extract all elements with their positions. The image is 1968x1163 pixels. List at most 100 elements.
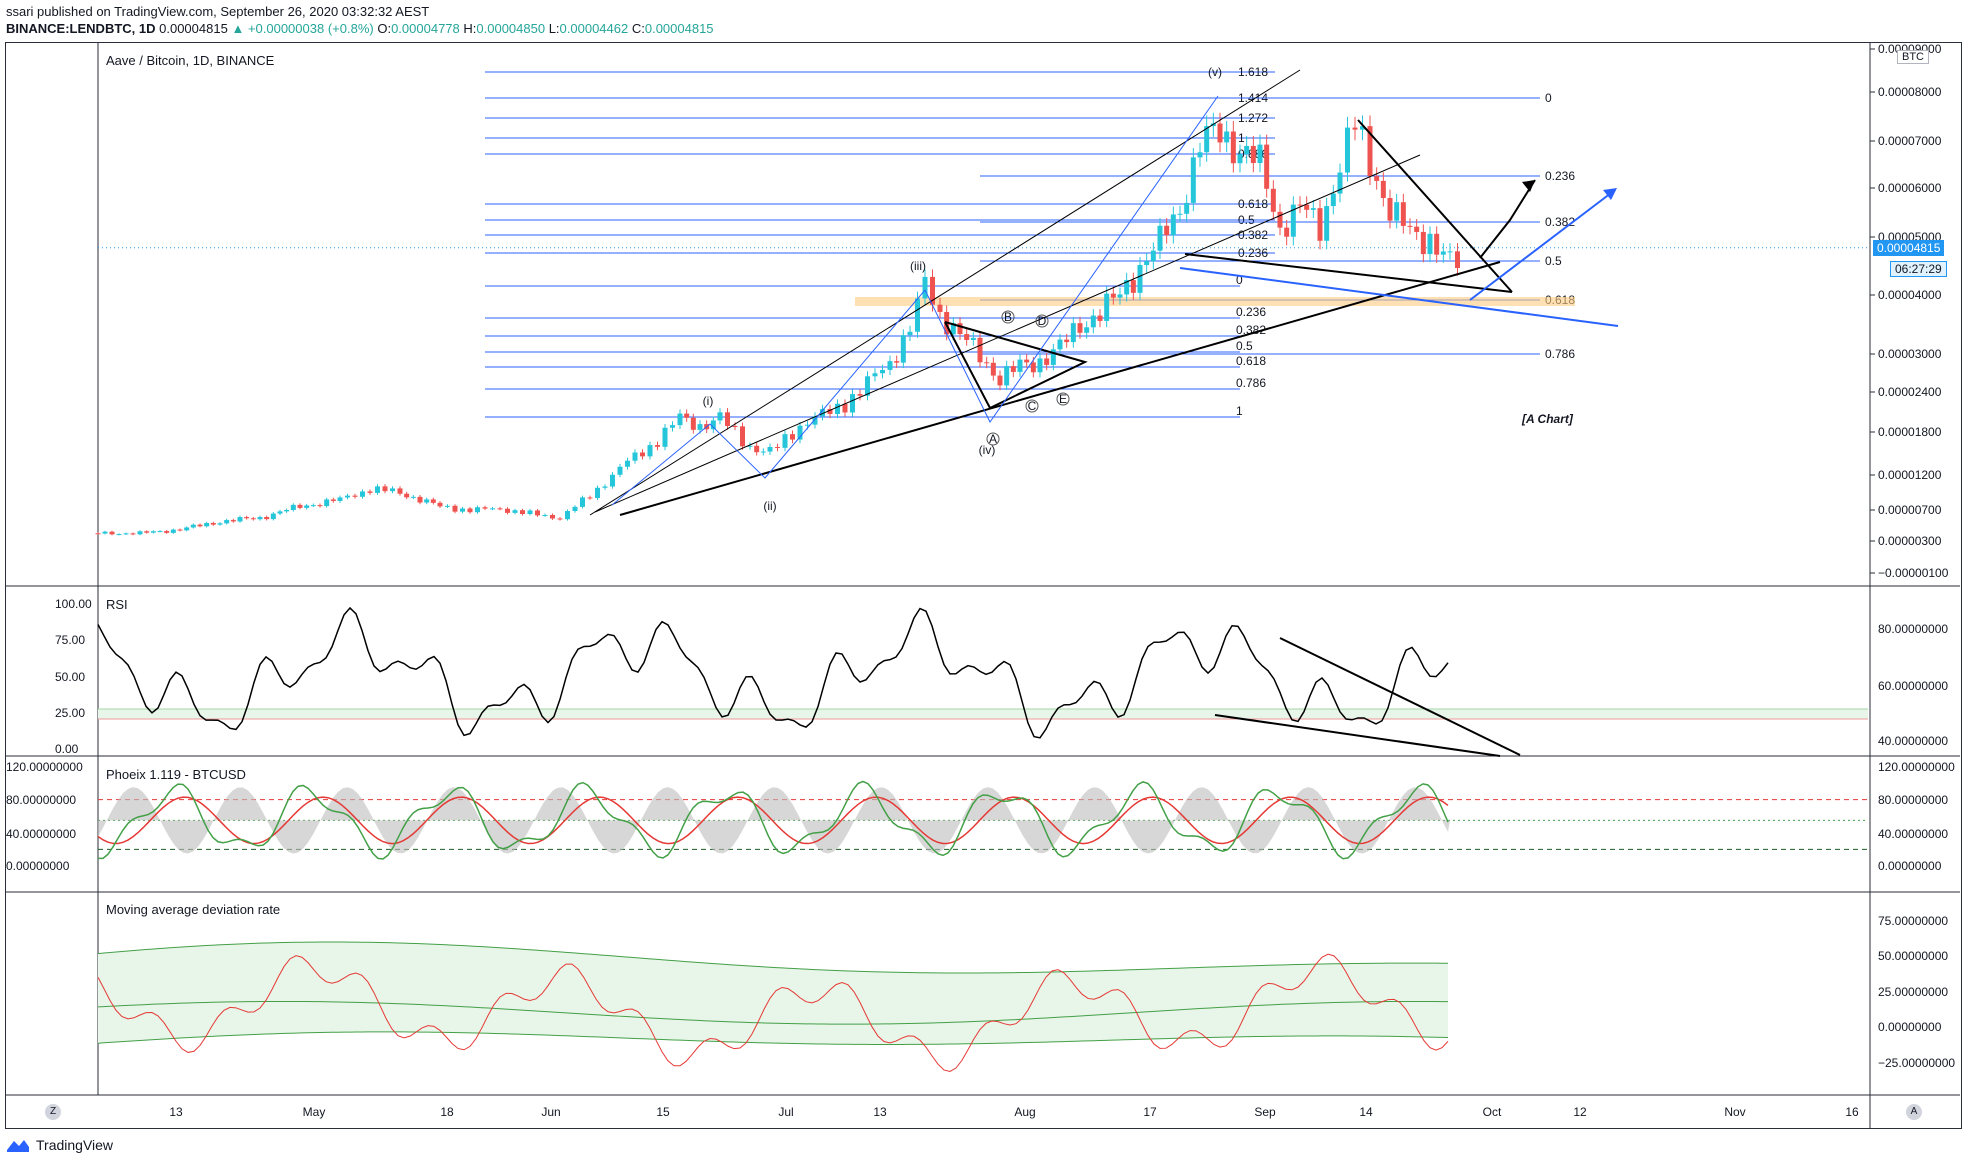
candle-body xyxy=(390,488,395,492)
candle-body xyxy=(497,508,503,510)
candle-body xyxy=(95,533,101,535)
candle-body xyxy=(767,446,773,452)
triangle-point-label: D xyxy=(1038,314,1047,328)
candle-body xyxy=(452,505,458,512)
phoenix-left-axis-label: 40.00000000 xyxy=(6,827,76,841)
annotation-label: [A Chart] xyxy=(1521,412,1574,426)
candle-body xyxy=(170,529,176,533)
wave-label: (iv) xyxy=(979,443,996,457)
candle-body xyxy=(204,522,210,527)
candle-body xyxy=(1250,145,1256,164)
tradingview-footer: TradingView xyxy=(6,1137,113,1153)
low-label: L: xyxy=(548,21,560,36)
triangle-point-circle xyxy=(986,432,1000,446)
mad-mid-band xyxy=(97,1000,1449,1025)
mad-upper-band xyxy=(97,941,1449,974)
rising-support-line xyxy=(619,261,1501,516)
candle-body xyxy=(915,298,920,332)
arrowhead-black xyxy=(1522,180,1535,192)
candle-body xyxy=(1317,208,1323,241)
candle-body xyxy=(237,517,243,522)
candle-body xyxy=(542,514,548,516)
symbol-ohlc-line: BINANCE:LENDBTC, 1D 0.00004815 ▲ +0.0000… xyxy=(6,21,714,36)
zoom-button[interactable]: Z xyxy=(45,1104,61,1120)
candle-body xyxy=(595,487,600,499)
candle-body xyxy=(1084,327,1090,333)
candle-body xyxy=(1224,131,1230,143)
candle-body xyxy=(580,497,585,507)
price-axis-label: 0.00003000 xyxy=(1878,347,1942,361)
candle-body xyxy=(244,517,250,519)
candle-body xyxy=(710,420,716,430)
phoenix-area xyxy=(98,787,1450,854)
currency-badge[interactable]: BTC xyxy=(1897,50,1929,64)
candle-body xyxy=(1352,127,1358,130)
candle-body xyxy=(1440,251,1446,255)
fib-label-top: 0.618 xyxy=(1238,197,1268,211)
candle-body xyxy=(352,495,358,497)
wave-label: (iii) xyxy=(910,259,926,273)
candle-body xyxy=(210,522,216,525)
candle-body xyxy=(1324,206,1330,241)
candle-body xyxy=(1310,208,1316,210)
candle-body xyxy=(857,394,863,396)
candle-body xyxy=(930,276,935,305)
price-axis-label: 0.00002400 xyxy=(1878,385,1942,399)
candle-body xyxy=(670,425,675,428)
candle-body xyxy=(190,524,196,528)
candle-body xyxy=(404,493,410,498)
candle-body xyxy=(625,460,630,467)
phoenix-right-axis-label: 0.00000000 xyxy=(1878,859,1942,873)
fib-label-right: 0.236 xyxy=(1545,169,1575,183)
fib-label-right: 0.5 xyxy=(1545,254,1562,268)
candle-body xyxy=(984,362,990,364)
candle-body xyxy=(1090,315,1096,328)
candle-body xyxy=(805,424,810,426)
phoenix-pane-title: Phoeix 1.119 - BTCUSD xyxy=(106,767,246,782)
candle-body xyxy=(880,369,885,374)
candle-body xyxy=(1434,233,1440,255)
candle-body xyxy=(230,520,236,522)
candles-group xyxy=(95,112,1460,536)
rsi-right-axis-label: 40.00000000 xyxy=(1878,734,1948,748)
low-value: 0.00004462 xyxy=(559,21,629,36)
triangle-point-circle xyxy=(1056,392,1070,406)
candle-body xyxy=(1004,366,1010,386)
candle-body xyxy=(297,504,303,508)
candle-body xyxy=(123,533,129,535)
candle-body xyxy=(872,373,878,377)
candle-body xyxy=(375,486,380,493)
triangle-point-label: E xyxy=(1059,392,1067,406)
fib-label-left: 0.786 xyxy=(1236,376,1266,390)
candle-body xyxy=(1204,126,1210,153)
candle-body xyxy=(647,445,653,457)
close-value: 0.00004815 xyxy=(644,21,714,36)
candle-body xyxy=(1190,157,1196,203)
phoenix-right-axis-label: 120.00000000 xyxy=(1878,760,1955,774)
auto-scale-button[interactable]: A xyxy=(1906,1104,1922,1120)
candle-body xyxy=(790,434,795,440)
candle-body xyxy=(116,534,122,536)
candle-body xyxy=(990,362,996,376)
publisher-line: ssari published on TradingView.com, Sept… xyxy=(6,4,430,19)
wave-zigzag xyxy=(611,95,1219,506)
candle-body xyxy=(717,412,723,421)
candle-body xyxy=(640,452,645,457)
fib-label-right: 0.382 xyxy=(1545,215,1575,229)
candle-body xyxy=(1407,225,1413,227)
fib-label-left: 0.618 xyxy=(1236,354,1266,368)
candle-body xyxy=(445,505,450,507)
candle-body xyxy=(424,499,430,503)
candle-body xyxy=(397,488,403,494)
time-axis-label: 14 xyxy=(1359,1105,1373,1119)
candle-body xyxy=(1290,204,1296,237)
candle-body xyxy=(505,508,510,513)
candle-body xyxy=(1177,213,1183,215)
mad-right-axis-label: 50.00000000 xyxy=(1878,949,1948,963)
candle-body xyxy=(1264,144,1270,189)
channel-mid-line xyxy=(594,154,1421,513)
wedge-upper-line xyxy=(1357,119,1513,293)
price-axis-label: 0.00004000 xyxy=(1878,288,1942,302)
rsi-left-axis-label: 0.00 xyxy=(55,742,79,756)
